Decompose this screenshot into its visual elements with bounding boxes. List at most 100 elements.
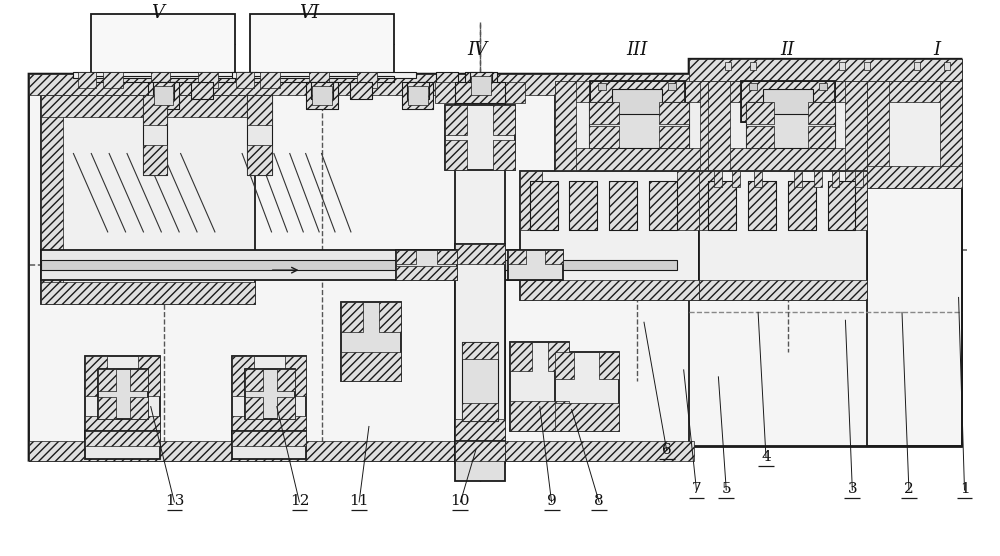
Bar — [555, 81, 576, 170]
Bar — [867, 81, 962, 188]
Bar — [98, 397, 116, 419]
Text: 5: 5 — [721, 483, 731, 497]
Bar — [520, 171, 542, 230]
Bar — [462, 341, 498, 360]
Bar — [312, 86, 332, 106]
Bar — [748, 181, 776, 230]
Bar — [130, 397, 148, 419]
Bar — [148, 82, 179, 110]
Bar — [465, 72, 497, 100]
Bar — [130, 369, 148, 391]
Bar — [357, 72, 377, 87]
Bar — [103, 72, 123, 87]
Bar — [309, 72, 329, 87]
Bar — [191, 82, 213, 100]
Bar — [808, 102, 835, 124]
Text: 3: 3 — [848, 483, 857, 497]
Bar — [708, 81, 867, 170]
Bar — [708, 181, 736, 230]
Bar — [143, 96, 167, 125]
Bar — [746, 126, 774, 148]
Text: V: V — [151, 4, 164, 22]
Bar — [700, 81, 721, 170]
Bar — [699, 171, 867, 300]
Bar — [341, 302, 401, 381]
Text: 4: 4 — [761, 450, 771, 464]
Bar — [232, 431, 306, 446]
Bar — [555, 148, 721, 170]
Bar — [649, 181, 677, 230]
Bar — [153, 82, 174, 100]
Bar — [455, 419, 505, 463]
Bar — [445, 140, 467, 170]
Bar — [462, 341, 498, 421]
Bar — [455, 78, 505, 456]
Bar — [341, 302, 363, 332]
Bar — [689, 59, 962, 81]
Bar — [91, 14, 235, 76]
Bar — [699, 280, 867, 300]
Bar — [465, 72, 497, 100]
Bar — [245, 397, 263, 419]
Bar — [85, 416, 160, 446]
Text: III: III — [626, 41, 648, 59]
Bar — [445, 106, 467, 135]
Bar — [708, 148, 867, 170]
Bar — [589, 102, 689, 148]
Bar — [555, 81, 721, 170]
Bar — [260, 72, 280, 87]
Text: 2: 2 — [904, 483, 914, 497]
Bar — [754, 171, 762, 187]
Text: 10: 10 — [451, 494, 470, 508]
Bar — [845, 81, 867, 170]
Bar — [590, 81, 685, 122]
Bar — [819, 82, 827, 91]
Text: 12: 12 — [290, 494, 309, 508]
Bar — [91, 76, 235, 82]
Bar — [659, 126, 689, 148]
Bar — [277, 397, 295, 419]
Bar — [455, 441, 505, 480]
Bar — [699, 171, 720, 230]
Bar — [708, 81, 867, 102]
Bar — [510, 341, 569, 431]
Bar — [814, 171, 822, 187]
Bar — [510, 341, 532, 371]
Text: I: I — [933, 41, 940, 59]
Bar — [746, 102, 835, 148]
Bar — [555, 351, 574, 379]
Bar — [41, 250, 677, 280]
Bar — [396, 250, 457, 280]
Bar — [668, 82, 676, 91]
Bar — [750, 62, 756, 70]
Bar — [555, 403, 619, 431]
Bar — [247, 96, 272, 175]
Polygon shape — [29, 59, 962, 461]
Bar — [732, 171, 740, 187]
Text: II: II — [781, 41, 795, 59]
Bar — [85, 356, 107, 396]
Text: 11: 11 — [349, 494, 369, 508]
Bar — [545, 250, 563, 264]
Bar — [29, 73, 694, 96]
Bar — [41, 96, 255, 117]
Bar — [470, 72, 492, 90]
Bar — [306, 82, 338, 110]
Bar — [148, 82, 179, 110]
Bar — [98, 369, 148, 419]
Bar — [839, 62, 845, 70]
Bar — [832, 171, 839, 187]
Bar — [748, 181, 776, 230]
Bar — [708, 81, 730, 170]
Bar — [598, 82, 606, 91]
Text: 9: 9 — [547, 494, 556, 508]
Bar — [828, 181, 855, 230]
Bar — [864, 62, 870, 70]
Bar — [78, 72, 96, 87]
Bar — [232, 356, 254, 396]
Bar — [828, 181, 855, 230]
Bar — [510, 401, 569, 431]
Bar — [396, 266, 457, 280]
Bar — [435, 82, 525, 103]
Bar — [612, 88, 662, 115]
